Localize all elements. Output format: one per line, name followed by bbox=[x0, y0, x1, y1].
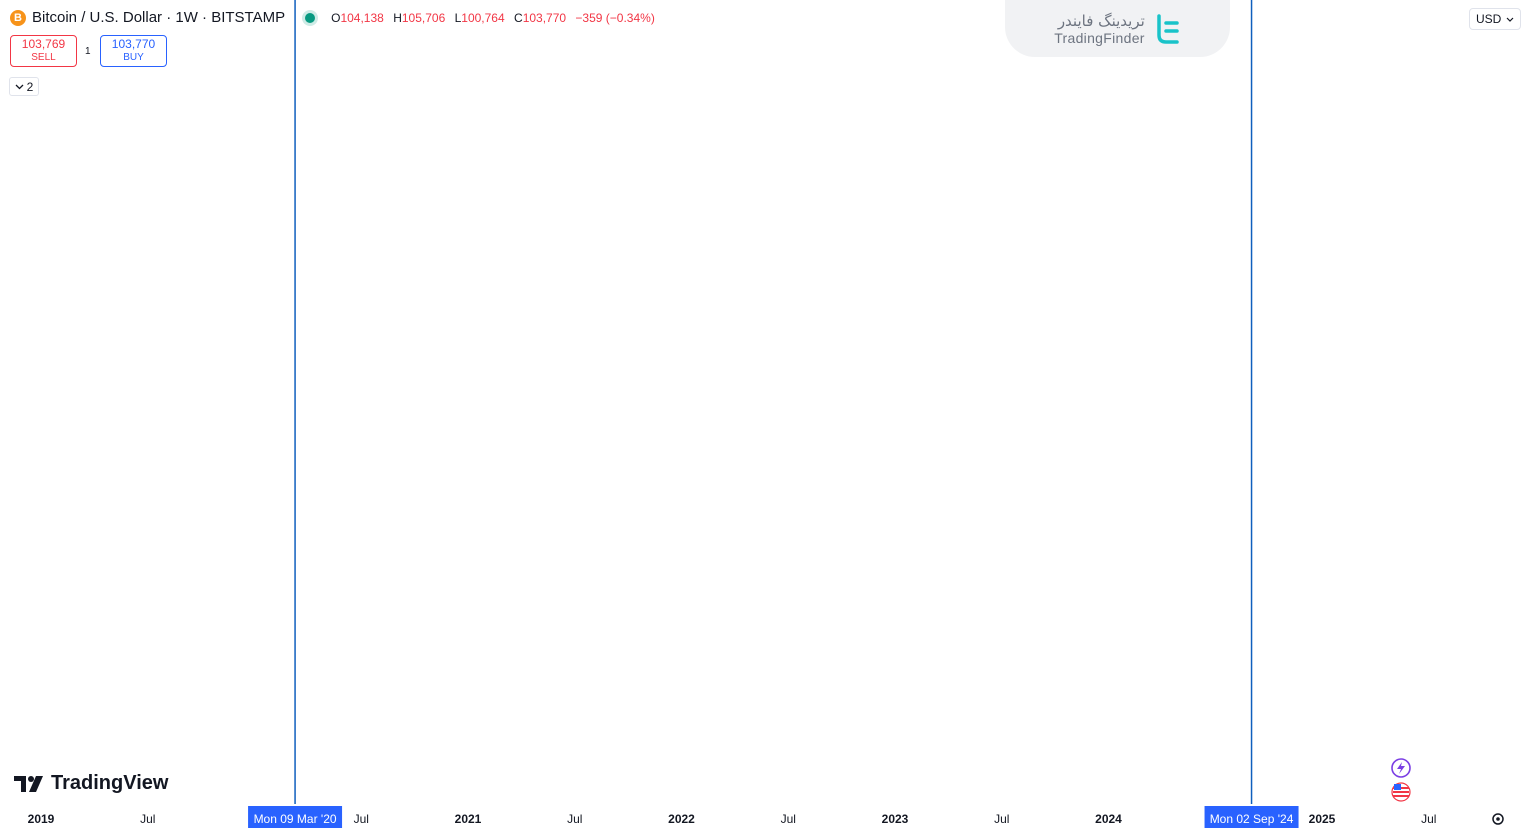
sidebar-quick-icons bbox=[1391, 758, 1411, 802]
price-axis-background[interactable] bbox=[1462, 0, 1527, 835]
time-tick-label: 2022 bbox=[668, 812, 695, 826]
indicators-toggle[interactable]: 2 bbox=[9, 77, 39, 96]
time-tick-label: 2025 bbox=[1309, 812, 1336, 826]
settings-gear-icon[interactable] bbox=[1492, 813, 1504, 825]
tradingfinder-logo-icon bbox=[1157, 13, 1179, 44]
bitcoin-icon: B bbox=[10, 9, 26, 26]
gear-hub bbox=[1496, 817, 1500, 821]
time-tick-label: 2019 bbox=[28, 812, 55, 826]
time-tick-label: Jul bbox=[994, 812, 1009, 826]
symbol-header[interactable]: B Bitcoin / U.S. Dollar · 1W · BITSTAMP … bbox=[10, 9, 661, 26]
buy-button[interactable]: 103,770 BUY bbox=[100, 35, 167, 67]
quantity-value: 1 bbox=[85, 46, 91, 57]
lightning-icon[interactable] bbox=[1391, 758, 1411, 778]
time-tick-label: Jul bbox=[140, 812, 155, 826]
change-value: −359 (−0.34%) bbox=[575, 10, 655, 25]
time-tick-label: Jul bbox=[781, 812, 796, 826]
time-marker-tag bbox=[1204, 806, 1299, 828]
time-marker-tag bbox=[248, 806, 343, 828]
time-marker-label: Mon 02 Sep '24 bbox=[1210, 812, 1294, 826]
time-tick-label: Jul bbox=[1421, 812, 1436, 826]
tradingview-logo[interactable]: TradingView bbox=[14, 772, 168, 795]
time-tick-label: 2021 bbox=[455, 812, 482, 826]
chevron-down-icon bbox=[15, 84, 24, 89]
gear-ring bbox=[1492, 813, 1504, 825]
watermark-english: TradingFinder bbox=[1054, 29, 1145, 46]
time-tick-label: 2023 bbox=[882, 812, 909, 826]
time-tick-label: Jul bbox=[354, 812, 369, 826]
tradingfinder-watermark: تریدینگ فایندر TradingFinder bbox=[1005, 0, 1230, 57]
watermark-persian: تریدینگ فایندر bbox=[1057, 11, 1145, 30]
us-flag-icon[interactable] bbox=[1391, 782, 1411, 802]
time-marker-label: Mon 09 Mar '20 bbox=[254, 812, 337, 826]
sell-button[interactable]: 103,769 SELL bbox=[10, 35, 77, 67]
market-status-icon[interactable] bbox=[305, 12, 316, 23]
ohlc-readout: O104,138 H105,706 L100,764 C103,770 −359… bbox=[331, 10, 655, 25]
time-tick-label: 2024 bbox=[1095, 812, 1122, 826]
currency-select[interactable]: USD bbox=[1469, 8, 1521, 30]
tradingview-logo-icon bbox=[14, 775, 43, 792]
symbol-title[interactable]: Bitcoin / U.S. Dollar · 1W · BITSTAMP bbox=[32, 9, 286, 26]
time-tick-label: Jul bbox=[567, 812, 582, 826]
chevron-down-icon bbox=[1506, 17, 1514, 22]
